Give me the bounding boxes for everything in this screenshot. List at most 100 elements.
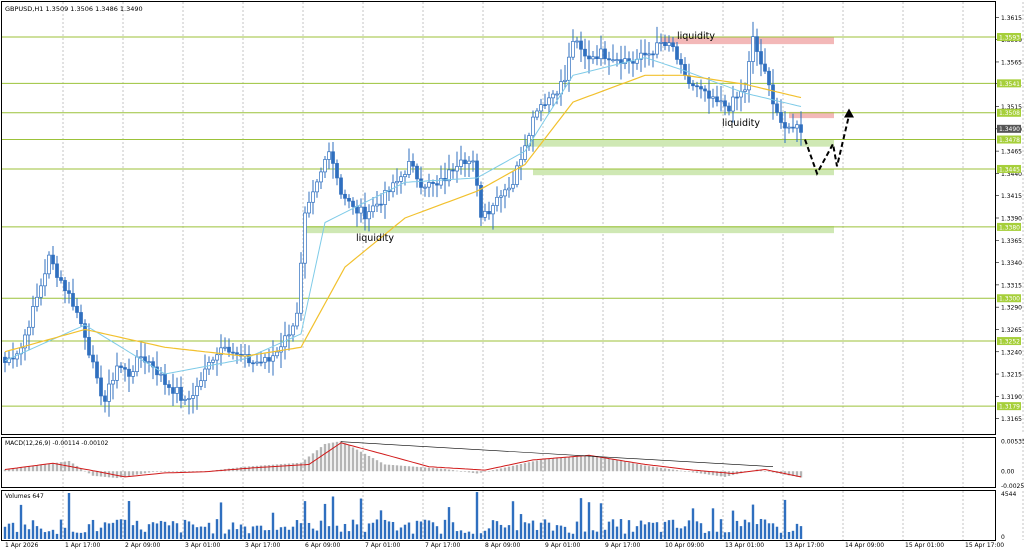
macd-hist-bar xyxy=(151,471,155,472)
macd-hist-bar xyxy=(347,445,351,472)
price-tick-label: 1.3165 xyxy=(1001,416,1022,423)
level-tag-label: 1.3300 xyxy=(999,296,1020,303)
volume-bar xyxy=(495,521,499,539)
macd-tick-label: 0.00535 xyxy=(1001,438,1024,445)
level-tag-label: 1.3252 xyxy=(999,338,1020,345)
volume-bar xyxy=(55,533,59,539)
price-level-tags: 1.35931.35411.35081.34781.34451.33801.33… xyxy=(997,32,1021,411)
volume-bar xyxy=(603,529,607,539)
candle-body xyxy=(695,85,699,88)
candle-body xyxy=(747,61,751,91)
price-tick-label: 1.3315 xyxy=(1001,282,1022,289)
candle-body xyxy=(399,176,403,182)
volume-bar xyxy=(91,519,95,539)
volume-bar xyxy=(659,531,663,539)
candle-body xyxy=(439,178,443,186)
candle-body xyxy=(259,361,263,364)
volume-bar xyxy=(647,522,651,539)
current-price-tag-label: 1.3490 xyxy=(999,126,1020,133)
volume-bar xyxy=(223,533,227,539)
volume-bar xyxy=(691,508,695,539)
price-tick-label: 1.3190 xyxy=(1001,394,1022,401)
candle-body xyxy=(159,373,163,376)
volume-bar xyxy=(199,526,203,539)
volume-bar xyxy=(183,519,187,539)
volume-bar xyxy=(123,519,127,539)
macd-hist-bar xyxy=(559,457,563,472)
candle-body xyxy=(751,36,755,62)
macd-hist-bar xyxy=(707,471,711,475)
macd-hist-bar xyxy=(299,462,303,472)
macd-signal-line xyxy=(4,442,802,478)
volume-bar xyxy=(391,521,395,539)
macd-hist-bar xyxy=(575,456,579,472)
volume-bar xyxy=(587,502,591,539)
candle-body xyxy=(523,145,527,160)
volume-bar xyxy=(767,523,771,539)
macd-hist-bar xyxy=(27,466,31,472)
volume-bar xyxy=(59,519,63,539)
volume-bar xyxy=(239,524,243,539)
volume-bar xyxy=(95,531,99,539)
candle-body xyxy=(275,351,279,357)
volume-bar xyxy=(467,531,471,539)
candle-body xyxy=(267,357,271,362)
volume-bar xyxy=(351,519,355,539)
candle-body xyxy=(591,56,595,60)
volume-bars xyxy=(3,492,803,539)
candle-body xyxy=(375,203,379,207)
macd-panel[interactable] xyxy=(1,437,996,488)
price-tick-label: 1.3215 xyxy=(1001,372,1022,379)
volume-bar xyxy=(167,525,171,539)
macd-hist-bar xyxy=(391,465,395,472)
macd-hist-bar xyxy=(643,465,647,472)
candle-body xyxy=(607,58,611,61)
candle-body xyxy=(639,52,643,60)
volume-bar xyxy=(547,522,551,539)
candle-body xyxy=(771,84,775,105)
candle-body xyxy=(423,186,427,189)
macd-hist-bar xyxy=(535,460,539,472)
volume-bar xyxy=(255,525,259,539)
macd-hist-bar xyxy=(175,471,179,472)
volume-bar xyxy=(15,531,19,539)
candle-body xyxy=(571,41,575,58)
candle-body xyxy=(287,334,291,337)
macd-hist-bar xyxy=(439,468,443,472)
macd-hist-bar xyxy=(375,460,379,472)
volume-bar xyxy=(423,519,427,539)
volume-bar xyxy=(191,524,195,539)
volume-bar xyxy=(695,521,699,539)
volume-bar xyxy=(143,531,147,539)
time-tick-label: 13 Apr 17:00 xyxy=(785,542,824,549)
volume-bar xyxy=(507,525,511,539)
macd-hist-bar xyxy=(639,464,643,472)
volume-bar xyxy=(567,532,571,539)
macd-hist-bar xyxy=(51,463,55,472)
volume-bar xyxy=(83,532,87,539)
candle-body xyxy=(471,160,475,163)
volume-bar xyxy=(751,504,755,539)
volume-bar xyxy=(131,525,135,539)
volume-bar xyxy=(743,519,747,539)
macd-hist-bar xyxy=(587,455,591,472)
volume-bar xyxy=(115,519,119,539)
volume-bar xyxy=(419,521,423,539)
macd-hist-bar xyxy=(255,465,259,472)
volume-bar xyxy=(439,533,443,539)
price-zones xyxy=(305,36,834,234)
candle-body xyxy=(315,181,319,193)
candle-body xyxy=(479,184,483,218)
volume-bar xyxy=(43,532,47,539)
macd-hist-bar xyxy=(127,471,131,477)
candle-body xyxy=(111,379,115,385)
candle-body xyxy=(395,181,399,184)
macd-hist-bar xyxy=(323,443,327,472)
macd-hist-bar xyxy=(515,464,519,472)
macd-divergence-trendline xyxy=(340,441,774,467)
macd-hist-bar xyxy=(547,458,551,472)
volume-bar xyxy=(511,501,515,539)
volume-panel[interactable] xyxy=(1,490,996,541)
candle-body xyxy=(331,151,335,164)
